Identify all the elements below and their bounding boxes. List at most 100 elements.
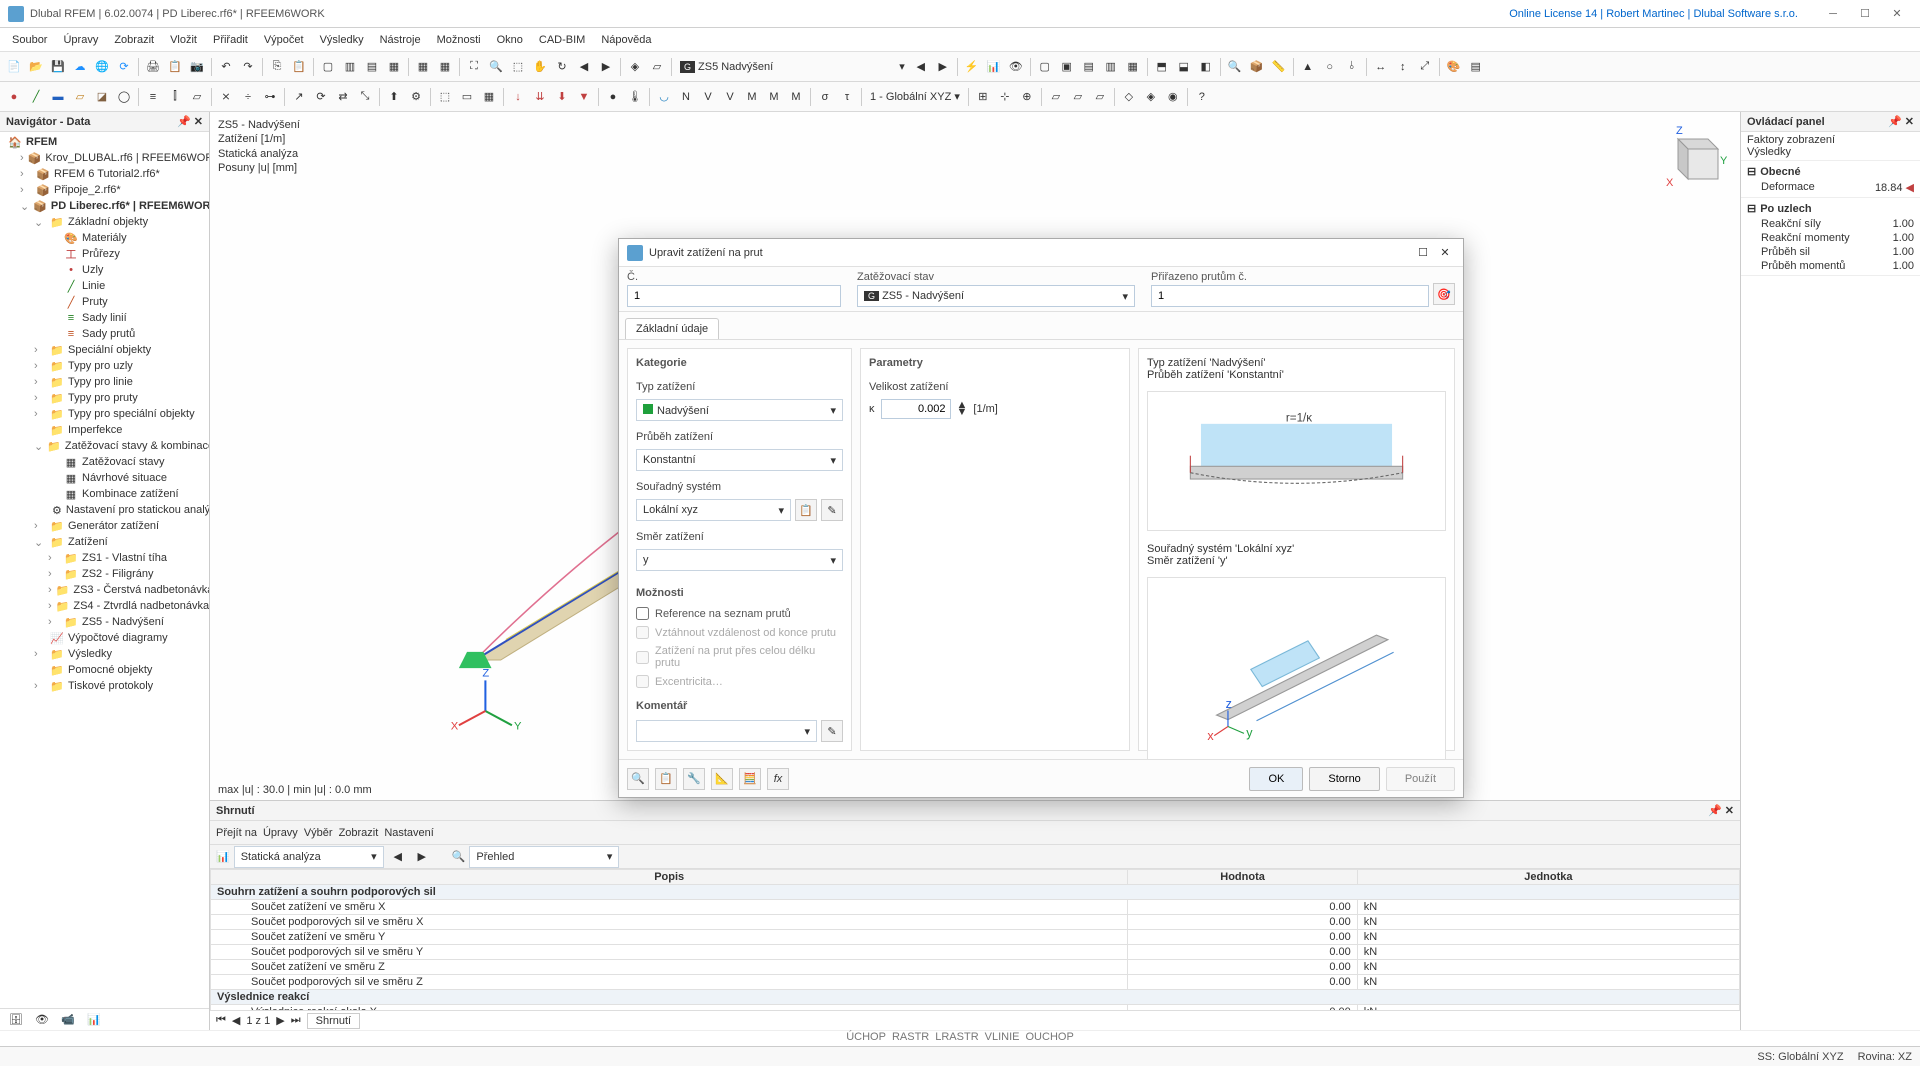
summary-view-combo[interactable]: Přehled▾ <box>469 846 619 868</box>
tree-types-lines[interactable]: ›📁Typy pro linie <box>0 374 209 390</box>
snap-rastr[interactable]: RASTR <box>892 1031 929 1046</box>
loadcase-selector[interactable]: G ZS5 Nadvýšení ▾ <box>676 60 909 73</box>
dialog-maximize-icon[interactable]: ☐ <box>1413 243 1433 263</box>
window-layout-1-icon[interactable]: ▢ <box>318 57 338 77</box>
grid-icon[interactable]: ▦ <box>435 57 455 77</box>
apply-button[interactable]: Použít <box>1386 767 1455 791</box>
rp-row[interactable]: Reakční síly1.00 <box>1747 217 1914 231</box>
pager-last-icon[interactable]: ⏭ <box>291 1014 301 1027</box>
tree-lc2[interactable]: ›📁ZS2 - Filigrány <box>0 566 209 582</box>
tree-members[interactable]: ╱Pruty <box>0 294 209 310</box>
section-3-icon[interactable]: ◧ <box>1196 57 1216 77</box>
zoom-in-icon[interactable]: 🔍 <box>486 57 506 77</box>
navigator-tree[interactable]: 🏠RFEM ›📦Krov_DLUBAL.rf6 | RFEEM6WORK ›📦R… <box>0 132 209 1008</box>
tree-static-settings[interactable]: ⚙Nastavení pro statickou analýzu <box>0 502 209 518</box>
ok-button[interactable]: OK <box>1249 767 1303 791</box>
load-node-icon[interactable]: ↓ <box>508 87 528 107</box>
menu-tools[interactable]: Nástroje <box>372 32 429 48</box>
mass-icon[interactable]: ● <box>603 87 623 107</box>
combo-prev-icon[interactable]: ◀ <box>388 847 408 867</box>
tree-member-sets[interactable]: ≡Sady prutů <box>0 326 209 342</box>
tree-load-gen[interactable]: ›📁Generátor zatížení <box>0 518 209 534</box>
load-type-combo[interactable]: Nadvýšení▾ <box>636 399 843 421</box>
tree-load-combos[interactable]: ▦Kombinace zatížení <box>0 486 209 502</box>
open-icon[interactable]: 📂 <box>26 57 46 77</box>
snap-1-icon[interactable]: ◇ <box>1119 87 1139 107</box>
intersect-icon[interactable]: ⨯ <box>216 87 236 107</box>
tree-lc3[interactable]: ›📁ZS3 - Čerstvá nadbetonávka <box>0 582 209 598</box>
box-icon[interactable]: 📦 <box>1247 57 1267 77</box>
result-mz-icon[interactable]: M <box>786 87 806 107</box>
snap-uchop[interactable]: ÚCHOP <box>846 1031 886 1046</box>
load-surface-icon[interactable]: ▼ <box>574 87 594 107</box>
line-icon[interactable]: ╱ <box>26 87 46 107</box>
snap-3-icon[interactable]: ◉ <box>1163 87 1183 107</box>
temp-icon[interactable]: 🌡 <box>625 87 645 107</box>
minimize-button[interactable]: ─ <box>1818 4 1848 24</box>
tree-line-sets[interactable]: ≡Sady linií <box>0 310 209 326</box>
help-icon[interactable]: ? <box>1192 87 1212 107</box>
tree-lc5[interactable]: ›📁ZS5 - Nadvýšení <box>0 614 209 630</box>
section-2-icon[interactable]: ⬓ <box>1174 57 1194 77</box>
find-icon[interactable]: 🔍 <box>1225 57 1245 77</box>
coord-system-selector[interactable]: 1 - Globální XYZ ▾ <box>866 90 964 103</box>
support-icon[interactable]: ▲ <box>1298 57 1318 77</box>
tree-loadcases[interactable]: ▦Zatěžovací stavy <box>0 454 209 470</box>
rp-row[interactable]: Průběh momentů1.00 <box>1747 259 1914 273</box>
result-def-icon[interactable]: ◡ <box>654 87 674 107</box>
pager-prev-icon[interactable]: ◀ <box>232 1014 240 1027</box>
display-icon[interactable]: 👁 <box>1006 57 1026 77</box>
rp-row[interactable]: Reakční momenty1.00 <box>1747 231 1914 245</box>
cloud-icon[interactable]: ☁ <box>70 57 90 77</box>
snap-2-icon[interactable]: ◈ <box>1141 87 1161 107</box>
footer-tool-1-icon[interactable]: 🔍 <box>627 768 649 790</box>
tree-project[interactable]: ›📦RFEM 6 Tutorial2.rf6* <box>0 166 209 182</box>
stress-1-icon[interactable]: σ <box>815 87 835 107</box>
footer-tool-4-icon[interactable]: 📐 <box>711 768 733 790</box>
render-4-icon[interactable]: ▥ <box>1101 57 1121 77</box>
table-row[interactable]: Součet zatížení ve směru Z0.00kN <box>211 960 1740 975</box>
pager-tab[interactable]: Shrnutí <box>307 1013 360 1029</box>
table-row[interactable]: Součet podporových sil ve směru Y0.00kN <box>211 945 1740 960</box>
render-3-icon[interactable]: ▤ <box>1079 57 1099 77</box>
table-row[interactable]: Součet zatížení ve směru X0.00kN <box>211 900 1740 915</box>
scale-icon[interactable]: ⤡ <box>355 87 375 107</box>
dim-z-icon[interactable]: ⤢ <box>1415 57 1435 77</box>
pager-next-icon[interactable]: ▶ <box>276 1014 284 1027</box>
table-icon[interactable]: ▦ <box>413 57 433 77</box>
tree-loadcases-combos[interactable]: ⌄📁Zatěžovací stavy & kombinace <box>0 438 209 454</box>
result-n-icon[interactable]: N <box>676 87 696 107</box>
menu-results[interactable]: Výsledky <box>312 32 372 48</box>
menu-window[interactable]: Okno <box>489 32 531 48</box>
nav-tool-2-icon[interactable]: 👁 <box>32 1010 52 1030</box>
grid-on-icon[interactable]: ⊞ <box>973 87 993 107</box>
distribution-combo[interactable]: Konstantní▾ <box>636 449 843 471</box>
tree-types-special[interactable]: ›📁Typy pro speciální objekty <box>0 406 209 422</box>
copy-icon[interactable]: ⎘ <box>267 57 287 77</box>
dialog-close-icon[interactable]: ✕ <box>1435 243 1455 263</box>
window-layout-3-icon[interactable]: ▤ <box>362 57 382 77</box>
summary-grid[interactable]: PopisHodnotaJednotka Souhrn zatížení a s… <box>210 869 1740 1010</box>
legend-icon[interactable]: ▤ <box>1466 57 1486 77</box>
footer-tool-2-icon[interactable]: 📋 <box>655 768 677 790</box>
member-icon[interactable]: ▬ <box>48 87 68 107</box>
undo-icon[interactable]: ↶ <box>216 57 236 77</box>
tree-imperfections[interactable]: 📁Imperfekce <box>0 422 209 438</box>
rp-general[interactable]: ⊟Obecné <box>1747 163 1914 180</box>
tree-project-active[interactable]: ⌄📦PD Liberec.rf6* | RFEEM6WORK <box>0 198 209 214</box>
tree-printout[interactable]: ›📁Tiskové protokoly <box>0 678 209 694</box>
axes-icon[interactable]: ⊹ <box>995 87 1015 107</box>
table-row[interactable]: Součet zatížení ve směru Y0.00kN <box>211 930 1740 945</box>
pick-members-icon[interactable]: 🎯 <box>1433 283 1455 305</box>
tree-nodes[interactable]: •Uzly <box>0 262 209 278</box>
tree-aux[interactable]: 📁Pomocné objekty <box>0 662 209 678</box>
direction-combo[interactable]: y▾ <box>636 549 843 571</box>
comment-combo[interactable]: ▾ <box>636 720 817 742</box>
opening-icon[interactable]: ◯ <box>114 87 134 107</box>
print-icon[interactable]: 🖨 <box>143 57 163 77</box>
pager-first-icon[interactable]: ⏮ <box>216 1014 226 1027</box>
extrude-icon[interactable]: ⬆ <box>384 87 404 107</box>
surface-icon[interactable]: ▱ <box>70 87 90 107</box>
iso-view-icon[interactable]: ◈ <box>625 57 645 77</box>
kappa-input[interactable] <box>881 399 951 419</box>
